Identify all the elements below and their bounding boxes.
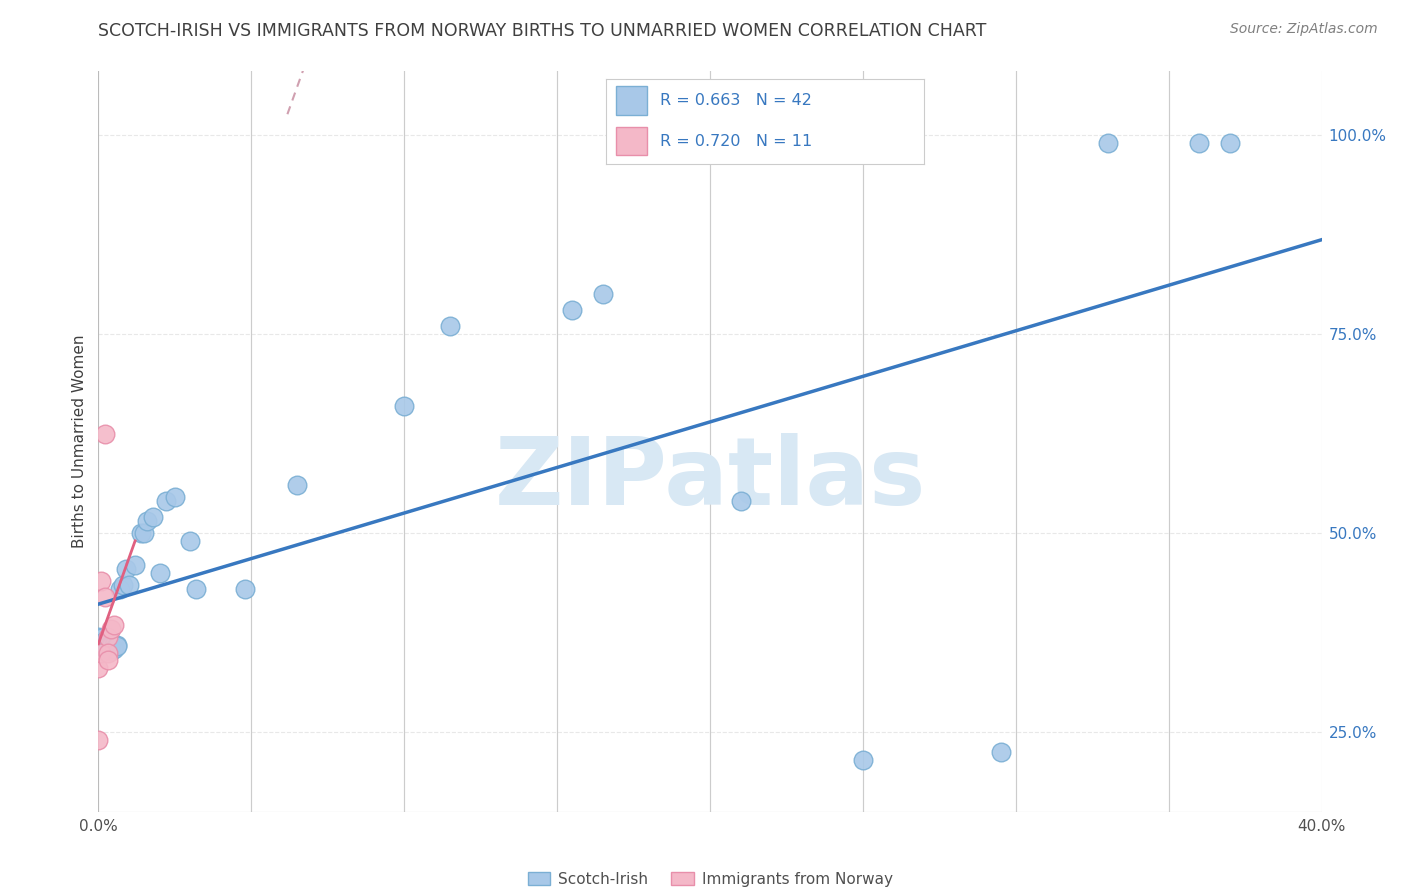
- Scotch-Irish: [142, 510, 165, 524]
- Scotch-Irish: [392, 399, 416, 413]
- Scotch-Irish: [90, 639, 112, 653]
- Scotch-Irish: [990, 745, 1012, 759]
- Scotch-Irish: [100, 639, 122, 653]
- Scotch-Irish: [163, 490, 186, 504]
- Scotch-Irish: [592, 287, 614, 301]
- Scotch-Irish: [1097, 136, 1119, 150]
- Scotch-Irish: [179, 534, 201, 549]
- Scotch-Irish: [103, 638, 125, 652]
- Scotch-Irish: [90, 636, 112, 650]
- Immigrants from Norway: [93, 590, 115, 604]
- Scotch-Irish: [852, 753, 875, 767]
- Scotch-Irish: [100, 638, 122, 652]
- Y-axis label: Births to Unmarried Women: Births to Unmarried Women: [72, 334, 87, 549]
- Scotch-Irish: [186, 582, 208, 596]
- Scotch-Irish: [87, 630, 110, 644]
- Scotch-Irish: [90, 631, 112, 645]
- Scotch-Irish: [111, 578, 134, 592]
- Scotch-Irish: [93, 641, 115, 656]
- Scotch-Irish: [155, 494, 177, 508]
- Scotch-Irish: [149, 566, 172, 580]
- Scotch-Irish: [561, 303, 583, 318]
- Immigrants from Norway: [87, 661, 110, 675]
- Scotch-Irish: [103, 641, 125, 656]
- Scotch-Irish: [97, 639, 120, 653]
- Immigrants from Norway: [93, 426, 115, 441]
- Scotch-Irish: [100, 644, 122, 658]
- Scotch-Irish: [115, 562, 138, 576]
- Immigrants from Norway: [97, 630, 120, 644]
- Text: ZIPatlas: ZIPatlas: [495, 433, 925, 524]
- Scotch-Irish: [730, 494, 752, 508]
- Immigrants from Norway: [100, 622, 122, 636]
- Immigrants from Norway: [103, 617, 125, 632]
- Scotch-Irish: [129, 526, 152, 541]
- Scotch-Irish: [439, 319, 461, 334]
- Scotch-Irish: [105, 638, 128, 652]
- Immigrants from Norway: [90, 574, 112, 588]
- Immigrants from Norway: [87, 733, 110, 747]
- Scotch-Irish: [136, 514, 159, 528]
- Scotch-Irish: [105, 639, 128, 653]
- Immigrants from Norway: [97, 653, 120, 667]
- Text: Source: ZipAtlas.com: Source: ZipAtlas.com: [1230, 22, 1378, 37]
- Scotch-Irish: [93, 638, 115, 652]
- Scotch-Irish: [124, 558, 146, 572]
- Legend: Scotch-Irish, Immigrants from Norway: Scotch-Irish, Immigrants from Norway: [522, 865, 898, 892]
- Scotch-Irish: [97, 640, 120, 655]
- Scotch-Irish: [118, 578, 141, 592]
- Scotch-Irish: [134, 526, 156, 541]
- Scotch-Irish: [1188, 136, 1211, 150]
- Scotch-Irish: [285, 478, 308, 492]
- Scotch-Irish: [108, 582, 131, 596]
- Immigrants from Norway: [97, 646, 120, 660]
- Scotch-Irish: [93, 633, 115, 648]
- Immigrants from Norway: [90, 646, 112, 660]
- Scotch-Irish: [1219, 136, 1241, 150]
- Scotch-Irish: [233, 582, 256, 596]
- Text: SCOTCH-IRISH VS IMMIGRANTS FROM NORWAY BIRTHS TO UNMARRIED WOMEN CORRELATION CHA: SCOTCH-IRISH VS IMMIGRANTS FROM NORWAY B…: [98, 22, 987, 40]
